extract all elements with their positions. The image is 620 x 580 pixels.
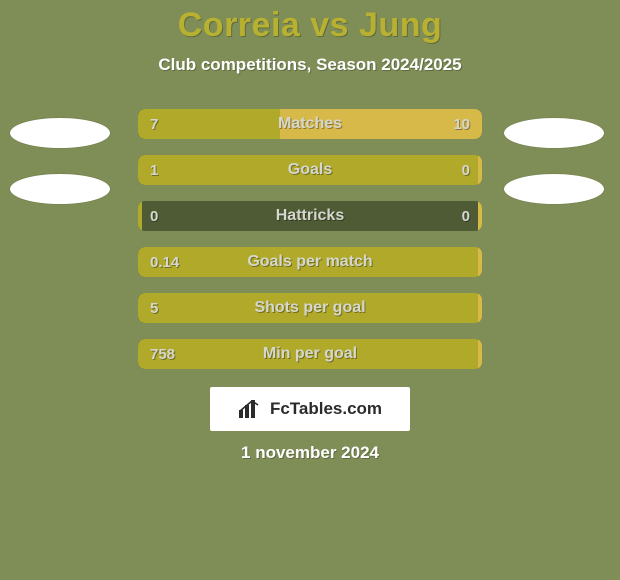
metric-value-p2: 0 [450, 201, 482, 231]
metric-row: Goals per match0.14 [138, 247, 482, 277]
title-vs: vs [300, 6, 359, 44]
metrics-list: Matches710Goals10Hattricks00Goals per ma… [138, 109, 482, 369]
player2-avatar-group [504, 118, 604, 204]
snapshot-date: 1 november 2024 [0, 443, 620, 463]
metric-row: Min per goal758 [138, 339, 482, 369]
player2-club-placeholder [504, 174, 604, 204]
metric-value-p2: 10 [441, 109, 482, 139]
metric-label: Hattricks [138, 201, 482, 231]
metric-row: Shots per goal5 [138, 293, 482, 323]
player2-avatar-placeholder [504, 118, 604, 148]
metric-value-p2 [458, 339, 482, 369]
metric-value-p1: 1 [138, 155, 170, 185]
player1-avatar-group [10, 118, 110, 204]
metric-label: Matches [138, 109, 482, 139]
metric-value-p2 [458, 247, 482, 277]
metric-label: Goals [138, 155, 482, 185]
metric-value-p1: 5 [138, 293, 170, 323]
metric-value-p2 [458, 293, 482, 323]
player1-club-placeholder [10, 174, 110, 204]
metric-row: Hattricks0 0 [138, 201, 482, 231]
subtitle: Club competitions, Season 2024/2025 [0, 55, 620, 75]
source-badge: FcTables.com [210, 387, 410, 431]
metric-label: Shots per goal [138, 293, 482, 323]
metric-value-p1: 758 [138, 339, 187, 369]
player2-name: Jung [359, 6, 442, 44]
bars-icon [238, 399, 262, 419]
metric-value-p1: 0.14 [138, 247, 191, 277]
metric-value-p2: 0 [450, 155, 482, 185]
metric-row: Matches7 10 [138, 109, 482, 139]
comparison-card: Correia vs Jung Club competitions, Seaso… [0, 0, 620, 580]
metric-row: Goals1 0 [138, 155, 482, 185]
player1-avatar-placeholder [10, 118, 110, 148]
metric-value-p1: 7 [138, 109, 170, 139]
player1-name: Correia [178, 6, 301, 44]
metric-value-p1: 0 [138, 201, 170, 231]
page-title: Correia vs Jung [0, 6, 620, 45]
source-badge-text: FcTables.com [270, 399, 382, 419]
metric-label: Min per goal [138, 339, 482, 369]
